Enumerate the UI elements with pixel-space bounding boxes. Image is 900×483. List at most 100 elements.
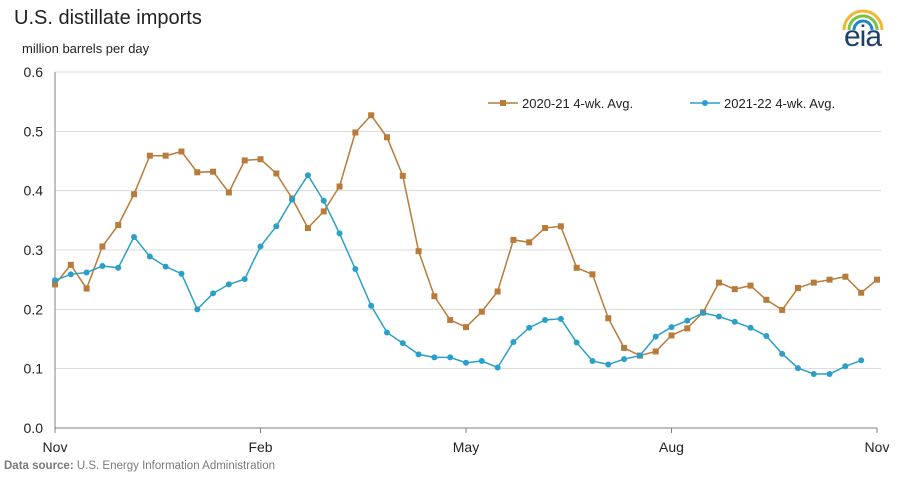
eia-logo	[838, 8, 888, 37]
data-point	[842, 363, 849, 370]
data-point	[621, 356, 628, 363]
data-point	[178, 148, 185, 155]
data-point	[557, 223, 564, 230]
data-point	[589, 271, 596, 278]
data-point	[542, 317, 549, 324]
data-point	[225, 281, 232, 288]
data-point	[747, 282, 754, 289]
data-point	[668, 324, 675, 331]
data-point	[52, 277, 58, 284]
data-point	[320, 197, 327, 204]
data-point	[368, 302, 375, 309]
data-point	[352, 129, 359, 136]
data-point	[700, 309, 707, 316]
data-point	[210, 168, 217, 175]
data-point	[874, 276, 880, 283]
data-point	[494, 364, 501, 371]
data-point	[747, 324, 754, 331]
data-point	[810, 371, 817, 378]
data-point	[257, 243, 264, 250]
y-tick-label: 0.6	[24, 64, 44, 80]
legend-label: 2020-21 4-wk. Avg.	[522, 96, 633, 111]
data-point	[194, 169, 201, 176]
data-point	[399, 340, 406, 347]
data-point	[304, 172, 311, 179]
x-tick-label: Nov	[43, 439, 68, 455]
data-point	[668, 332, 675, 339]
data-point	[194, 306, 201, 313]
data-point	[478, 357, 485, 364]
legend-label: 2021-22 4-wk. Avg.	[724, 96, 835, 111]
x-tick-label: Aug	[659, 439, 684, 455]
data-point	[826, 371, 833, 378]
data-point	[115, 222, 122, 229]
data-point	[526, 239, 533, 246]
data-point	[289, 196, 296, 203]
data-source: Data source: U.S. Energy Information Adm…	[4, 460, 275, 472]
data-point	[573, 264, 580, 271]
data-point	[52, 281, 58, 288]
data-point	[858, 357, 865, 364]
data-point	[621, 344, 628, 351]
data-point	[763, 296, 770, 303]
y-axis-unit-label: million barrels per day	[22, 41, 150, 56]
data-point	[67, 261, 74, 268]
data-source-text: U.S. Energy Information Administration	[76, 460, 276, 472]
data-point	[652, 348, 659, 355]
y-tick-label: 0.1	[24, 361, 44, 377]
data-point	[810, 279, 817, 286]
data-point	[99, 243, 106, 250]
data-point	[447, 317, 454, 324]
series-layer	[52, 112, 880, 378]
data-point	[241, 157, 248, 164]
data-point	[542, 225, 549, 232]
data-point	[273, 170, 280, 177]
y-tick-label: 0.2	[24, 301, 44, 317]
data-point	[463, 359, 469, 366]
data-point	[494, 288, 501, 295]
data-point	[605, 361, 612, 368]
data-point	[67, 271, 74, 278]
data-point	[731, 318, 738, 325]
data-point	[478, 308, 485, 315]
data-point	[383, 329, 390, 336]
data-point	[842, 273, 849, 280]
series-line-2	[54, 173, 862, 375]
data-point	[794, 284, 801, 291]
data-point	[731, 286, 738, 293]
data-point	[652, 333, 659, 340]
data-point	[257, 156, 264, 163]
data-source-label: Data source:	[4, 460, 74, 472]
data-point	[399, 172, 406, 179]
y-tick-label: 0.4	[24, 183, 44, 199]
data-point	[715, 313, 722, 320]
data-point	[115, 264, 122, 271]
y-tick-label: 0.0	[24, 420, 44, 436]
data-point	[684, 325, 691, 332]
data-point	[83, 269, 90, 276]
data-point	[178, 270, 185, 277]
y-tick-label: 0.5	[24, 123, 44, 139]
data-point	[415, 351, 422, 358]
data-point	[431, 293, 438, 300]
data-point	[162, 152, 169, 159]
y-tick-label: 0.3	[24, 242, 44, 258]
data-point	[241, 276, 248, 283]
data-point	[352, 265, 359, 272]
data-point	[794, 365, 801, 372]
data-point	[573, 339, 580, 346]
data-point	[557, 315, 564, 322]
data-point	[589, 357, 596, 364]
data-point	[131, 233, 138, 240]
data-point	[131, 191, 138, 198]
data-point	[225, 189, 232, 196]
eia-logo-text: eia	[844, 20, 882, 53]
x-tick-label: May	[453, 439, 479, 455]
axis-layer: 0.0 0.1 0.2 0.3 0.4 0.5 0.6 Nov Feb May Aug Nov	[24, 64, 890, 455]
data-point	[463, 324, 469, 331]
data-point	[636, 352, 643, 359]
data-point	[858, 289, 865, 296]
data-point	[763, 333, 770, 340]
data-point	[146, 253, 153, 260]
